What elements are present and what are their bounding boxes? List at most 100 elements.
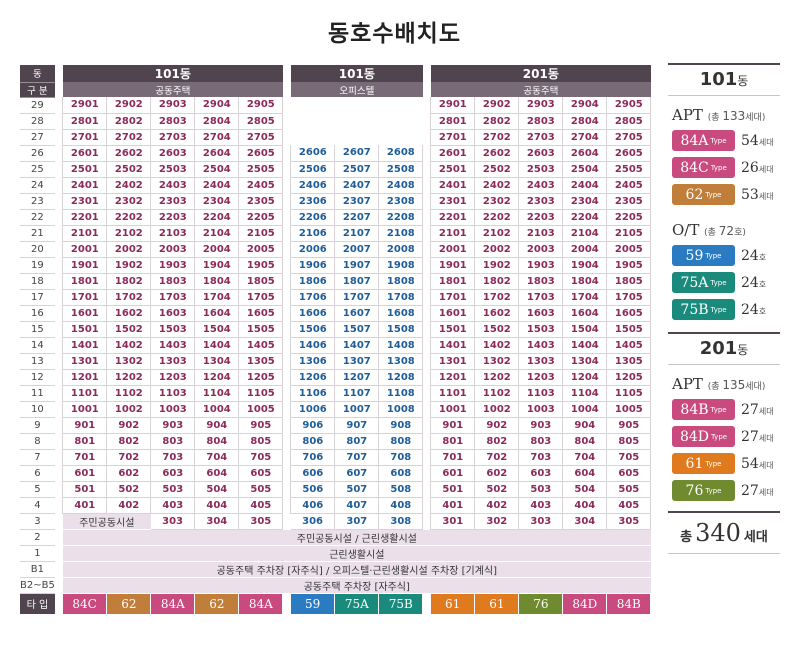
officetel-unit-cell: 606 — [290, 465, 336, 482]
unit-cell: 2404 — [194, 177, 240, 194]
unit-cell: 2804 — [562, 113, 608, 130]
unit-cell: 1704 — [194, 289, 240, 306]
unit-cell: 2201 — [62, 209, 108, 226]
officetel-unit-cell: 508 — [378, 481, 424, 498]
unit-cell: 1505 — [606, 321, 652, 338]
legend-panel: 101동 APT (총 133세대) 84A Type 54세대 84C Type 26세… — [668, 63, 780, 554]
floor-row: 24 2401 2402 2403 2404 2405 2406 2407 2408 2401 24… — [20, 177, 652, 194]
unit-cell: 1304 — [562, 353, 608, 370]
officetel-unit-cell: 2507 — [334, 161, 380, 178]
legend-type-count: 24호 — [741, 302, 766, 318]
unit-cell: 404 — [562, 497, 608, 514]
unit-cell: 1405 — [606, 337, 652, 354]
legend-type-suffix: Type — [705, 459, 722, 468]
unit-cell: 1401 — [62, 337, 108, 354]
unit-cell: 2401 — [62, 177, 108, 194]
unit-cell: 1105 — [606, 385, 652, 402]
facility-description: 주민공동시설 / 근린생활시설 — [62, 529, 651, 546]
unit-cell: 1602 — [474, 305, 520, 322]
legend-apt101-list: 84A Type 54세대 84C Type 26세대 62 Type 53세대 — [668, 130, 780, 205]
unit-cell: 2104 — [194, 225, 240, 242]
unit-cell: 602 — [106, 465, 152, 482]
legend-type-suffix: Type — [710, 305, 727, 314]
floor-row: 9 901 902 903 904 905 906 907 908 901 902 903 904 905 — [20, 417, 652, 434]
unit-cell: 1004 — [194, 401, 240, 418]
unit-cell: 2001 — [62, 241, 108, 258]
unit-cell: 2002 — [474, 241, 520, 258]
unit-cell: 2003 — [150, 241, 196, 258]
unit-cell: 1904 — [194, 257, 240, 274]
unit-cell: 1904 — [562, 257, 608, 274]
unit-cell: 1102 — [474, 385, 520, 402]
unit-cell: 502 — [474, 481, 520, 498]
page-title: 동호수배치도 — [328, 21, 461, 47]
block-kind-label: 공동주택 — [430, 82, 651, 97]
legend-type-row: 84B Type 27세대 — [672, 399, 780, 420]
building-101-apt-header: 101동 — [62, 65, 283, 82]
unit-cell: 1001 — [62, 401, 108, 418]
unit-cell: 2001 — [430, 241, 476, 258]
unit-cell: 603 — [518, 465, 564, 482]
floor-number: 29 — [20, 97, 55, 114]
unit-cell: 1104 — [562, 385, 608, 402]
legend-apt201-heading: APT (총 135세대) — [672, 375, 766, 393]
officetel-unit-cell: 1408 — [378, 337, 424, 354]
unit-cell: 1301 — [430, 353, 476, 370]
unit-cell: 2101 — [430, 225, 476, 242]
officetel-unit-cell: 1208 — [378, 369, 424, 386]
unit-cell: 2802 — [474, 113, 520, 130]
officetel-unit-cell: 1207 — [334, 369, 380, 386]
unit-cell: 1903 — [518, 257, 564, 274]
unit-cell: 803 — [518, 433, 564, 450]
unit-cell: 1603 — [518, 305, 564, 322]
unit-cell: 2505 — [238, 161, 284, 178]
unit-cell: 1404 — [194, 337, 240, 354]
unit-cell: 2601 — [62, 145, 108, 162]
unit-cell: 1301 — [62, 353, 108, 370]
officetel-unit-cell: 2106 — [290, 225, 336, 242]
facility-description: 근린생활시설 — [62, 545, 651, 562]
unit-cell: 2203 — [518, 209, 564, 226]
unit-cell: 1202 — [474, 369, 520, 386]
unit-cell: 2304 — [194, 193, 240, 210]
unit-cell: 1103 — [518, 385, 564, 402]
unit-cell: 1504 — [562, 321, 608, 338]
officetel-unit-cell: 807 — [334, 433, 380, 450]
legend-count-number: 27 — [741, 401, 759, 418]
unit-cell: 2302 — [474, 193, 520, 210]
officetel-unit-cell: 308 — [378, 513, 424, 530]
unit-cell: 504 — [562, 481, 608, 498]
legend-type-count: 27세대 — [741, 483, 774, 499]
unit-cell: 2703 — [518, 129, 564, 146]
legend-count-number: 24 — [741, 247, 759, 264]
unit-cell: 604 — [562, 465, 608, 482]
unit-cell: 405 — [238, 497, 284, 514]
unit-cell: 2303 — [150, 193, 196, 210]
legend-type-suffix: Type — [710, 432, 728, 441]
legend-type-count: 24호 — [741, 248, 766, 264]
unit-cell: 402 — [474, 497, 520, 514]
unit-cell: 1201 — [62, 369, 108, 386]
floor-row: 14 1401 1402 1403 1404 1405 1406 1407 1408 1401 14… — [20, 337, 652, 354]
unit-cell: 1402 — [106, 337, 152, 354]
unit-cell: 2602 — [474, 145, 520, 162]
floor-number: 12 — [20, 369, 55, 386]
floor-number: 26 — [20, 145, 55, 162]
unit-cell: 1102 — [106, 385, 152, 402]
unit-cell: 902 — [106, 417, 152, 434]
unit-cell: 801 — [62, 433, 108, 450]
officetel-unit-cell: 1707 — [334, 289, 380, 306]
floor-number: 1 — [20, 545, 55, 562]
unit-cell: 2702 — [474, 129, 520, 146]
legend-count-number: 53 — [741, 186, 759, 203]
unit-cell: 1502 — [474, 321, 520, 338]
unit-cell: 1602 — [106, 305, 152, 322]
unit-type-badge: 84C — [62, 593, 108, 614]
legend-type-name: 62 — [685, 186, 704, 203]
officetel-unit-cell: 2108 — [378, 225, 424, 242]
unit-cell: 1902 — [106, 257, 152, 274]
unit-cell: 1503 — [150, 321, 196, 338]
unit-cell: 2904 — [562, 97, 608, 114]
legend-type-row: 59 Type 24호 — [672, 245, 780, 266]
legend-type-row: 84D Type 27세대 — [672, 426, 780, 447]
